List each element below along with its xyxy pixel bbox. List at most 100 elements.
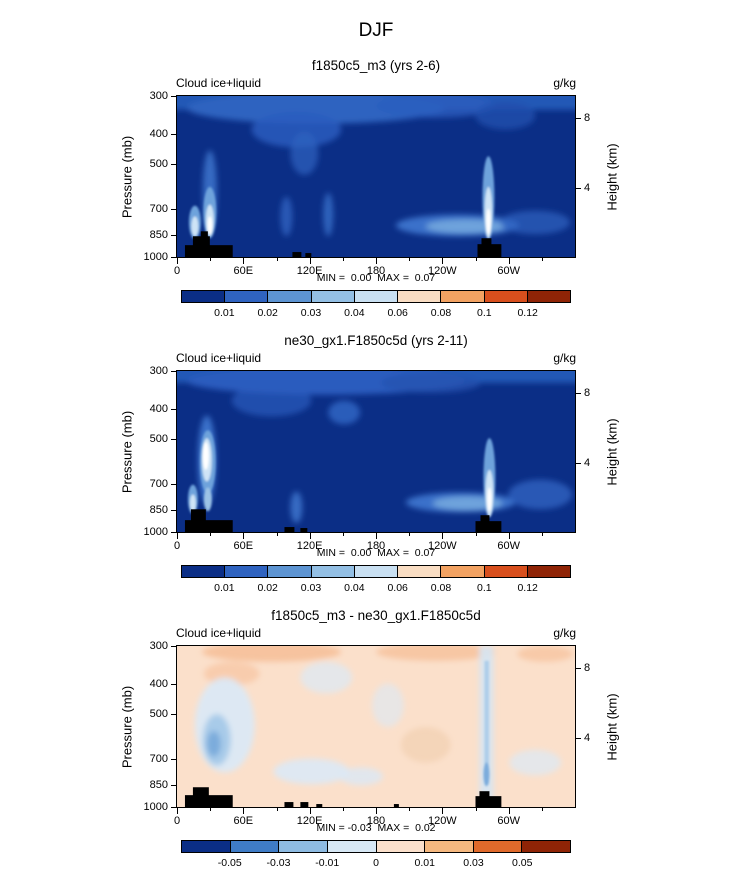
pressure-tick bbox=[171, 684, 177, 686]
lon-tick bbox=[243, 532, 245, 539]
lon-tick-label: 60E bbox=[233, 815, 254, 827]
lon-minor-tick bbox=[342, 257, 344, 261]
lon-minor-tick bbox=[342, 532, 344, 536]
height-axis-title: Height (km) bbox=[604, 418, 620, 486]
lon-tick bbox=[376, 807, 377, 814]
height-tick-label: 8 bbox=[584, 111, 591, 124]
panel3-colorbar-labels: -0.05 -0.03 -0.01 0 0.01 0.03 0.05 bbox=[181, 857, 571, 870]
lon-tick-label: 120W bbox=[427, 815, 457, 827]
colorbar-cell bbox=[484, 291, 528, 302]
panel3-minmax: MIN = -0.03 MAX = 0.02 bbox=[316, 822, 436, 834]
pressure-tick-label: 850 bbox=[149, 779, 168, 792]
colorbar-tick-label: 0.02 bbox=[257, 582, 278, 594]
lon-minor-tick bbox=[475, 532, 477, 536]
pressure-axis-title: Pressure (mb) bbox=[119, 410, 135, 494]
colorbar-tick-label: 0.02 bbox=[257, 307, 278, 319]
panel2-title: ne30_gx1.F1850c5d (yrs 2-11) bbox=[284, 333, 468, 348]
pressure-tick-label: 700 bbox=[149, 478, 168, 491]
panel1-header: Cloud ice+liquid g/kg bbox=[176, 76, 576, 90]
pressure-tick bbox=[171, 235, 177, 237]
pressure-tick bbox=[171, 759, 177, 761]
difference-cores bbox=[483, 660, 490, 787]
pressure-tick bbox=[171, 484, 177, 486]
colorbar-tick-label: 0.08 bbox=[430, 582, 452, 594]
pressure-tick bbox=[171, 510, 177, 512]
colorbar-tick-label: 0.01 bbox=[414, 857, 435, 869]
lon-tick-label: 120E bbox=[296, 540, 323, 552]
pressure-tick bbox=[171, 785, 177, 787]
pressure-tick-label: 1000 bbox=[143, 801, 168, 813]
panel2-plot: 300 400 500 700 850 1000 8 4 0 60E 120E 180 120W 60W bbox=[144, 365, 591, 552]
height-tick bbox=[575, 667, 581, 669]
height-tick-label: 4 bbox=[584, 457, 591, 470]
pressure-tick bbox=[171, 96, 177, 97]
lon-tick bbox=[508, 257, 510, 264]
lon-tick-label: 60E bbox=[233, 265, 254, 277]
pressure-tick bbox=[171, 371, 177, 372]
colorbar-tick-label: 0.05 bbox=[512, 857, 533, 869]
colorbar-tick-label: 0.01 bbox=[214, 582, 235, 594]
height-axis-title: Height (km) bbox=[604, 693, 620, 761]
terrain-mask bbox=[184, 231, 502, 257]
pressure-tick bbox=[171, 532, 177, 533]
lon-tick-label: 60E bbox=[233, 540, 254, 552]
lon-tick-label: 120E bbox=[296, 815, 323, 827]
height-tick-label: 8 bbox=[584, 386, 591, 399]
lon-tick-label: 0 bbox=[173, 265, 181, 277]
panel2-colorbar bbox=[181, 565, 571, 578]
colorbar-cell bbox=[441, 291, 485, 302]
colorbar-cell bbox=[484, 566, 528, 577]
lon-tick-label: 120W bbox=[427, 540, 457, 552]
contour-plot-svg bbox=[177, 646, 575, 807]
terrain-mask bbox=[184, 509, 502, 532]
lon-minor-tick bbox=[475, 807, 477, 811]
colorbar-tick-label: 0.1 bbox=[477, 582, 492, 594]
panel3-colorbar bbox=[181, 840, 571, 853]
lon-tick bbox=[309, 257, 311, 264]
colorbar-tick-label: 0.06 bbox=[387, 307, 408, 319]
cloud-bright-cores bbox=[188, 156, 495, 240]
height-tick-label: 4 bbox=[584, 732, 591, 745]
panel1-colorbar-labels: 0.01 0.02 0.03 0.04 0.06 0.08 0.1 0.12 bbox=[181, 307, 571, 320]
terrain-mask bbox=[184, 787, 502, 807]
lon-tick bbox=[177, 532, 178, 539]
lon-tick bbox=[177, 807, 178, 814]
height-tick bbox=[575, 117, 581, 119]
colorbar-tick-label: 0 bbox=[373, 857, 379, 869]
panel3-plot: 300 400 500 700 850 1000 8 4 0 60E 120E 180 120W 60W bbox=[144, 640, 591, 827]
height-tick bbox=[575, 188, 581, 190]
panel1-plot: 300 400 500 700 850 1000 8 4 0 60E 120E 180 120W 60W bbox=[144, 90, 591, 277]
pressure-tick bbox=[171, 807, 177, 808]
lon-minor-tick bbox=[409, 257, 411, 261]
colorbar-cell bbox=[230, 841, 280, 852]
pressure-tick bbox=[171, 439, 177, 441]
colorbar-cell bbox=[398, 566, 442, 577]
colorbar-cell bbox=[182, 566, 226, 577]
colorbar-tick-label: 0.03 bbox=[300, 582, 322, 594]
height-tick-label: 4 bbox=[584, 182, 591, 195]
colorbar-cell bbox=[225, 291, 269, 302]
panel1-title: f1850c5_m3 (yrs 2-6) bbox=[311, 58, 441, 73]
height-tick bbox=[575, 392, 581, 394]
pressure-tick-label: 400 bbox=[149, 403, 168, 416]
colorbar-tick-label: 0.08 bbox=[430, 307, 452, 319]
colorbar-cell bbox=[182, 291, 226, 302]
pressure-tick-label: 500 bbox=[149, 158, 168, 171]
lon-minor-tick bbox=[541, 257, 543, 261]
pressure-tick-label: 850 bbox=[149, 229, 168, 242]
height-tick bbox=[575, 463, 581, 465]
colorbar-tick-label: -0.05 bbox=[217, 857, 242, 869]
lon-tick bbox=[442, 257, 444, 264]
pressure-tick-label: 700 bbox=[149, 753, 168, 766]
panel2-colorbar-labels: 0.01 0.02 0.03 0.04 0.06 0.08 0.1 0.12 bbox=[181, 582, 571, 595]
colorbar-tick-label: 0.06 bbox=[387, 582, 408, 594]
colorbar-cell bbox=[327, 841, 377, 852]
lon-tick bbox=[177, 257, 178, 264]
lon-minor-tick bbox=[541, 807, 543, 811]
field-label: Cloud ice+liquid bbox=[176, 76, 262, 90]
colorbar-tick-label: -0.03 bbox=[266, 857, 291, 869]
field-label: Cloud ice+liquid bbox=[176, 351, 262, 365]
colorbar-tick-label: 0.04 bbox=[344, 582, 365, 594]
units-label: g/kg bbox=[553, 76, 576, 90]
lon-tick-label: 60W bbox=[497, 265, 520, 277]
